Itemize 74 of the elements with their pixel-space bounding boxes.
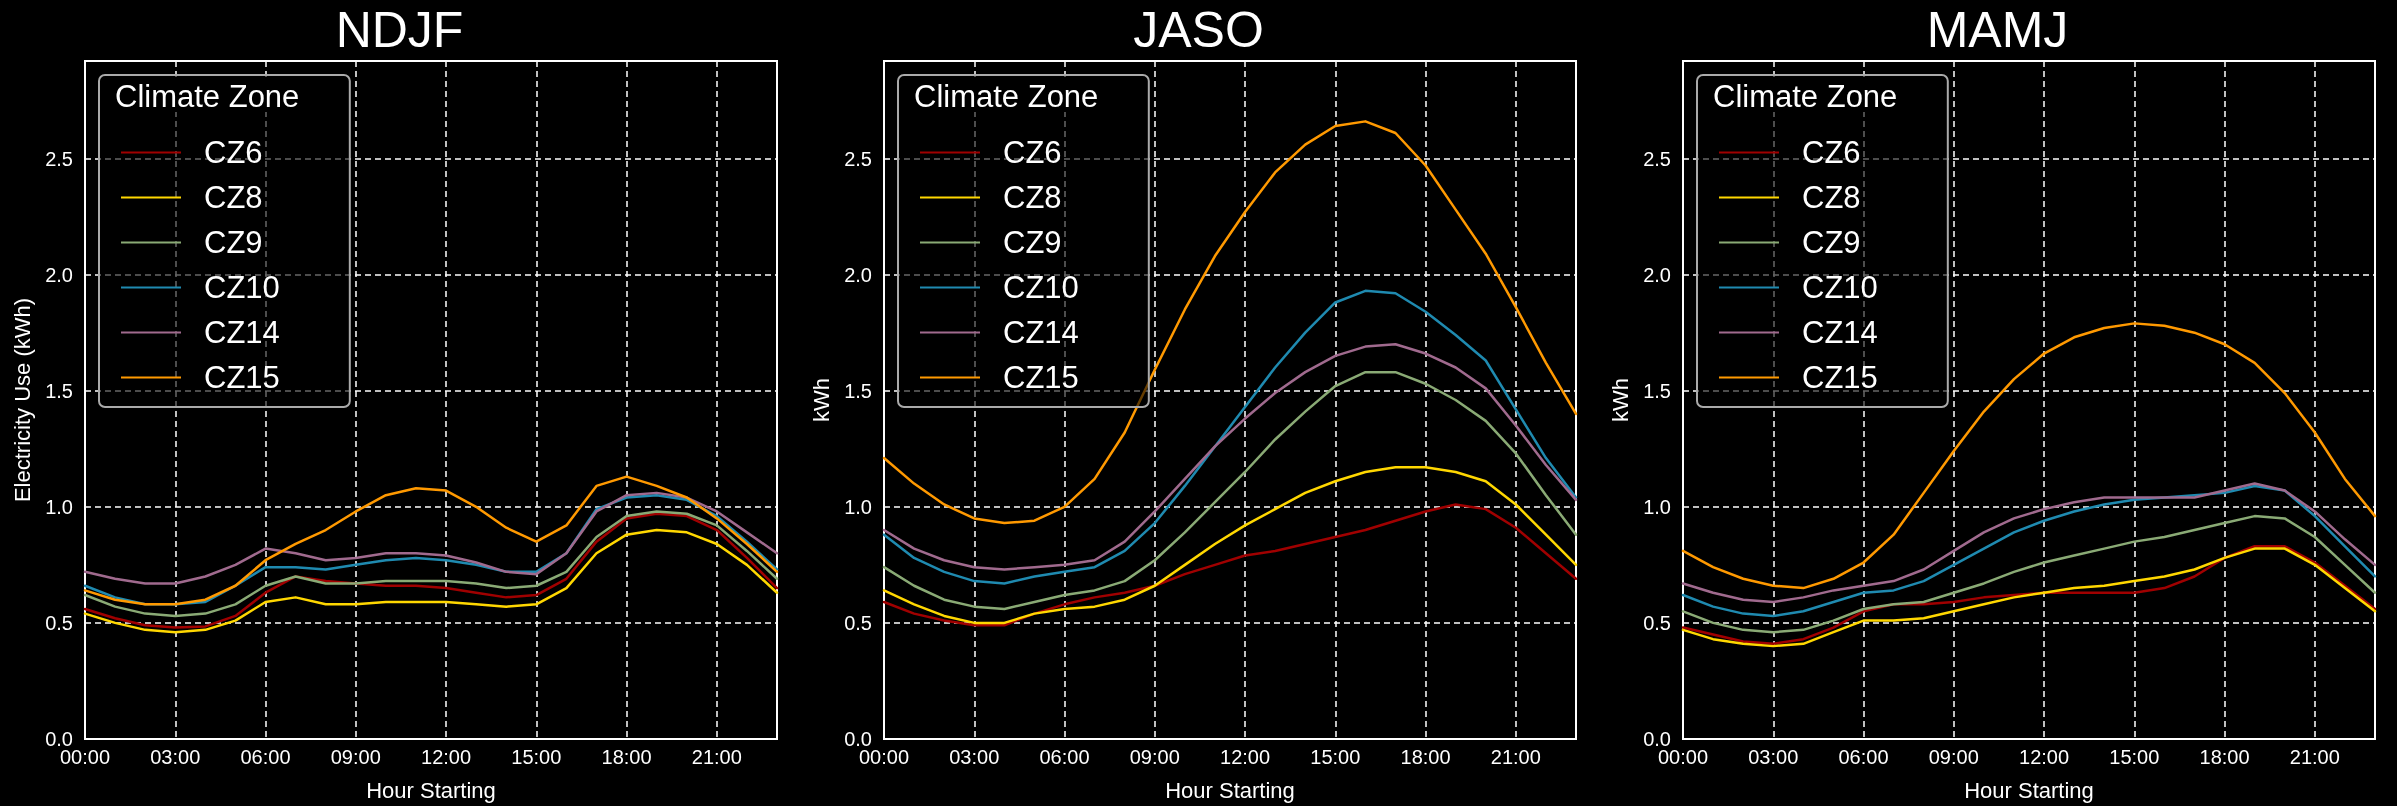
y-tick-label: 1.5 — [844, 379, 872, 402]
line-series — [83, 491, 779, 585]
x-tick-label: 06:00 — [1838, 746, 1889, 768]
x-tick-label: 03:00 — [1748, 746, 1799, 768]
legend-title: Climate Zone — [1713, 79, 1898, 114]
line-series — [83, 528, 779, 634]
x-tick-label: 21:00 — [1490, 746, 1541, 768]
y-tick-label: 1.5 — [45, 379, 73, 402]
legend-title: Climate Zone — [115, 79, 300, 114]
x-tick-label: 03:00 — [150, 746, 201, 768]
line-series — [882, 466, 1578, 625]
legend-label: CZ8 — [1802, 180, 1861, 215]
x-tick-label: 12:00 — [421, 746, 472, 768]
legend-label: CZ10 — [1802, 270, 1878, 305]
x-tick-label: 15:00 — [511, 746, 562, 768]
x-tick-label: 15:00 — [2109, 746, 2160, 768]
legend-label: CZ15 — [1802, 360, 1878, 395]
legend-label: CZ15 — [204, 360, 280, 395]
line-series — [1681, 514, 2377, 634]
x-tick-label: 12:00 — [2019, 746, 2070, 768]
x-axis-title: Hour Starting — [1964, 777, 2094, 803]
y-tick-label: 1.0 — [1643, 495, 1671, 518]
legend-label: CZ8 — [1003, 180, 1062, 215]
legend-label: CZ6 — [1802, 135, 1861, 170]
y-tick-label: 2.0 — [844, 263, 872, 286]
x-tick-label: 09:00 — [1928, 746, 1979, 768]
legend-label: CZ14 — [1003, 315, 1079, 350]
chart-title: MAMJ — [1926, 2, 2069, 58]
y-tick-label: 1.0 — [844, 495, 872, 518]
chart-title: JASO — [1133, 2, 1264, 58]
legend-title: Climate Zone — [914, 79, 1099, 114]
chart-title: NDJF — [335, 2, 464, 58]
y-axis-title: kWh — [808, 378, 834, 422]
line-series — [882, 343, 1578, 571]
legend-label: CZ15 — [1003, 360, 1079, 395]
x-tick-label: 21:00 — [691, 746, 742, 768]
y-axis-title: kWh — [1607, 378, 1633, 422]
y-tick-label: 2.5 — [1643, 147, 1671, 170]
y-tick-label: 2.0 — [1643, 263, 1671, 286]
line-series — [1681, 322, 2377, 590]
y-tick-label: 1.5 — [1643, 379, 1671, 402]
y-tick-label: 1.0 — [45, 495, 73, 518]
x-tick-label: 18:00 — [601, 746, 652, 768]
x-axis-title: Hour Starting — [366, 777, 496, 803]
legend-label: CZ9 — [1802, 225, 1861, 260]
legend-label: CZ10 — [204, 270, 280, 305]
line-series — [882, 120, 1578, 525]
x-axis-title: Hour Starting — [1165, 777, 1295, 803]
y-tick-label: 2.5 — [844, 147, 872, 170]
y-tick-label: 2.5 — [45, 147, 73, 170]
line-series — [882, 503, 1578, 627]
legend-label: CZ9 — [204, 225, 263, 260]
x-tick-label: 03:00 — [949, 746, 1000, 768]
x-tick-label: 21:00 — [2289, 746, 2340, 768]
x-tick-label: 09:00 — [1129, 746, 1180, 768]
legend-label: CZ9 — [1003, 225, 1062, 260]
y-tick-label: 0.5 — [844, 611, 872, 634]
y-tick-label: 0.5 — [45, 611, 73, 634]
x-tick-label: 06:00 — [1039, 746, 1090, 768]
x-tick-label: 18:00 — [1400, 746, 1451, 768]
legend-label: CZ8 — [204, 180, 263, 215]
x-tick-label: 12:00 — [1220, 746, 1271, 768]
y-axis-title: Electricity Use (kWh) — [9, 297, 35, 503]
legend-label: CZ6 — [1003, 135, 1062, 170]
legend-label: CZ14 — [1802, 315, 1878, 350]
x-tick-label: 15:00 — [1310, 746, 1361, 768]
legend-label: CZ14 — [204, 315, 280, 350]
x-tick-label: 18:00 — [2199, 746, 2250, 768]
legend-label: CZ6 — [204, 135, 263, 170]
x-tick-label: 06:00 — [240, 746, 291, 768]
legend-label: CZ10 — [1003, 270, 1079, 305]
y-tick-label: 0.5 — [1643, 611, 1671, 634]
y-tick-label: 2.0 — [45, 263, 73, 286]
x-tick-label: 09:00 — [330, 746, 381, 768]
